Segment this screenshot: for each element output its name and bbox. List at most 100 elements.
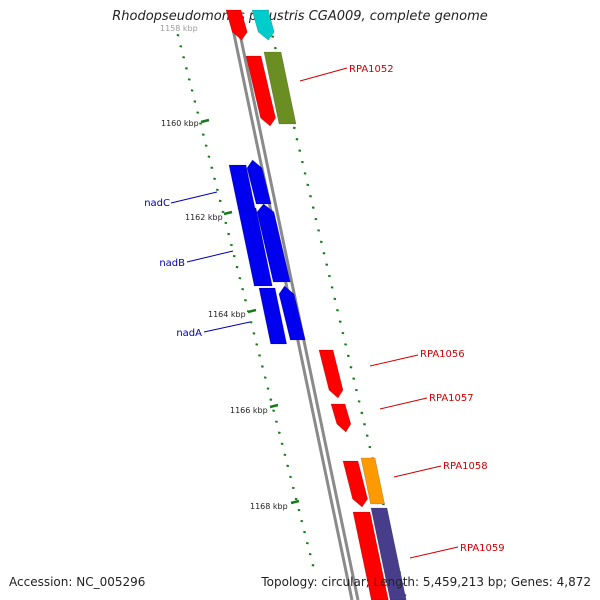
- tick-track-right: [354, 388, 358, 392]
- tick-track-left: [300, 519, 304, 523]
- tick-track-left: [255, 343, 259, 346]
- gene-arrow-red: [330, 403, 352, 433]
- tick-track-left: [207, 155, 211, 158]
- tick-track-left: [305, 541, 309, 545]
- tick-track-right: [300, 160, 304, 164]
- tick-track-left: [182, 56, 186, 59]
- gene-arrow-cyan: [251, 9, 275, 41]
- tick-track-right: [273, 46, 277, 50]
- tick-track-right: [314, 217, 318, 221]
- gene-arrow-blue: [256, 203, 291, 283]
- gene-arrow-olive: [263, 51, 297, 125]
- tick-track-right: [360, 411, 364, 415]
- tick-track-right: [330, 286, 334, 289]
- tick-track-right: [309, 195, 312, 198]
- tick-track-left: [277, 431, 281, 434]
- tick-track-left: [263, 376, 267, 379]
- gene-arrow-purple: [370, 507, 407, 600]
- tick-track-left: [213, 177, 216, 181]
- tick-track-left: [280, 442, 284, 446]
- tick-track-left: [238, 276, 242, 280]
- tick-track-left: [291, 486, 295, 490]
- kbp-label: 1168 kbp: [250, 502, 288, 511]
- gene-arrow-orange: [360, 457, 385, 505]
- kbp-major-tick: [200, 118, 210, 124]
- gene-arrow-blue: [258, 287, 288, 345]
- gene-arrow-red: [342, 460, 368, 508]
- kbp-major-tick: [247, 308, 257, 314]
- tick-track-left: [190, 89, 194, 92]
- tick-track-right: [295, 138, 299, 141]
- topology-text: Topology: circular; Length: 5,459,213 bp…: [261, 575, 591, 589]
- tick-track-left: [227, 232, 231, 236]
- gene-arrow-red: [225, 9, 248, 41]
- tick-track-right: [271, 35, 275, 38]
- gene-arrow-red: [318, 349, 344, 399]
- tick-track-left: [297, 508, 301, 512]
- tick-track-left: [185, 67, 188, 70]
- tick-track-right: [357, 400, 361, 403]
- kbp-label: 1162 kbp: [185, 213, 223, 222]
- tick-track-left: [244, 299, 247, 302]
- tick-track-left: [215, 188, 219, 192]
- gene-label-rpa1059: RPA1059: [460, 543, 505, 554]
- tick-track-left: [179, 45, 183, 48]
- tick-track-left: [176, 34, 180, 37]
- tick-track-left: [210, 166, 214, 169]
- map-title: Rhodopseudomonas palustris CGA009, compl…: [112, 9, 488, 24]
- tick-track-right: [338, 320, 342, 323]
- tick-track-left: [241, 287, 245, 291]
- kbp-major-tick: [290, 499, 300, 505]
- tick-track-left: [249, 321, 253, 324]
- tick-track-left: [272, 409, 276, 412]
- tick-track-right: [346, 354, 350, 358]
- gene-label-leader: [186, 250, 234, 263]
- tick-track-left: [196, 111, 200, 114]
- tick-track-left: [201, 133, 205, 136]
- tick-track-left: [289, 475, 292, 479]
- tick-track-left: [308, 552, 312, 556]
- tick-track-right: [298, 149, 302, 152]
- gene-label-leader: [409, 546, 459, 559]
- tick-track-right: [322, 252, 326, 255]
- tick-track-left: [275, 420, 278, 423]
- gene-label-leader: [170, 191, 218, 204]
- kbp-label: 1160 kbp: [161, 119, 199, 128]
- tick-track-left: [235, 265, 239, 269]
- tick-track-right: [336, 309, 339, 312]
- tick-track-left: [199, 122, 202, 125]
- kbp-label: 1166 kbp: [230, 406, 268, 415]
- tick-track-right: [292, 126, 296, 130]
- gene-label-leader: [369, 354, 419, 367]
- gene-label-nadc: nadC: [144, 198, 170, 209]
- tick-track-left: [283, 453, 287, 457]
- tick-track-left: [260, 365, 264, 368]
- gene-label-nadb: nadB: [159, 258, 185, 269]
- tick-track-right: [311, 206, 315, 209]
- tick-track-right: [325, 263, 329, 266]
- tick-track-left: [294, 497, 298, 501]
- tick-track-left: [204, 144, 208, 147]
- tick-track-right: [327, 274, 331, 278]
- gene-label-rpa1057: RPA1057: [429, 393, 474, 404]
- tick-track-left: [230, 243, 233, 247]
- tick-track-right: [363, 423, 366, 426]
- kbp-label: 1158 kbp: [160, 24, 198, 33]
- tick-track-left: [311, 564, 315, 567]
- tick-track-left: [218, 199, 222, 203]
- tick-track-right: [349, 366, 353, 369]
- gene-arrow-blue: [278, 285, 306, 341]
- tick-track-left: [224, 221, 228, 225]
- tick-track-right: [303, 172, 307, 175]
- tick-track-right: [333, 297, 337, 301]
- tick-track-right: [319, 240, 323, 244]
- tick-track-right: [317, 229, 321, 232]
- gene-label-leader: [203, 321, 251, 333]
- tick-track-left: [252, 332, 256, 335]
- gene-label-leader: [379, 397, 428, 410]
- gene-arrow-red: [352, 511, 389, 600]
- tick-track-left: [221, 210, 225, 214]
- tick-track-right: [341, 331, 345, 335]
